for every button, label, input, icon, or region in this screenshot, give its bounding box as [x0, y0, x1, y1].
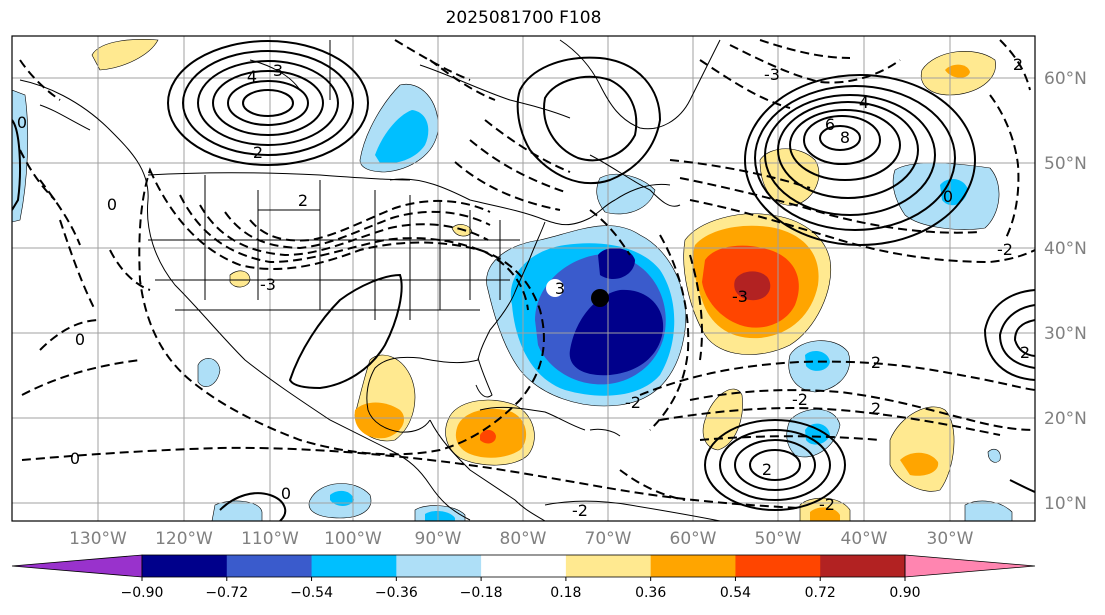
contour-label: 4	[247, 67, 257, 86]
map-frame	[11, 35, 1036, 522]
contour-label: 2	[1020, 343, 1030, 362]
contour-label: 2	[298, 191, 308, 210]
colorbar-segment	[481, 555, 567, 577]
coastlines	[19, 39, 721, 521]
anomaly-shading	[12, 39, 1013, 521]
colorbar-tick-label: −0.18	[460, 585, 503, 601]
colorbar-outline	[141, 554, 906, 578]
latitude-labels: 60°N 50°N 40°N 30°N 20°N 10°N	[1044, 69, 1087, 514]
colorbar-extend-min	[11, 554, 143, 578]
contour-label: 0	[107, 195, 117, 214]
north-america-coast	[19, 79, 471, 521]
us-east-coast	[477, 221, 546, 361]
colorbar-segment	[820, 555, 906, 577]
colorbar-extend-max	[904, 554, 1036, 578]
contour-label: 3	[273, 61, 283, 80]
gulf-coast	[366, 356, 479, 433]
colorbar-segment	[565, 555, 652, 577]
lat-label: 40°N	[1044, 239, 1087, 259]
contour-label: -3	[764, 65, 780, 84]
contour-label: 2	[871, 353, 881, 372]
contour-label: -3	[732, 287, 748, 306]
contour-labels: 4 3 2 2 0 0 0 -3 3 -3 -3 4 6 8 0 2 -2 2 …	[17, 55, 1030, 520]
south-america	[544, 500, 721, 521]
lon-label: 80°W	[500, 529, 547, 549]
lon-label: 100°W	[324, 529, 382, 549]
contour-label: 2	[762, 460, 772, 479]
lon-label: 110°W	[241, 529, 299, 549]
contour-label: 3	[555, 279, 565, 298]
colorbar-tick-label: 0.36	[635, 585, 666, 601]
contour-label: -2	[625, 393, 641, 412]
colorbar-segment	[396, 555, 482, 577]
storm-center-marker	[591, 289, 609, 307]
lon-label: 60°W	[670, 529, 717, 549]
central-america	[429, 419, 546, 521]
contour-label: 2	[253, 143, 263, 162]
contour-label: -3	[260, 275, 276, 294]
lat-label: 10°N	[1044, 494, 1087, 514]
contour-label: 2	[1013, 55, 1023, 74]
colorbar-tick-label: 0.90	[889, 585, 920, 601]
colorbar-segment	[142, 555, 228, 577]
positive-anomaly-max	[734, 271, 771, 301]
contour-label: 0	[17, 113, 27, 132]
contour-label: 0	[943, 187, 953, 206]
florida	[475, 357, 493, 398]
colorbar-tick-label: −0.90	[121, 585, 164, 601]
contour-label: -2	[997, 240, 1013, 259]
lat-label: 50°N	[1044, 154, 1087, 174]
colorbar-tick-label: −0.72	[205, 585, 248, 601]
contour-label: 6	[825, 115, 835, 134]
contour-label: 0	[281, 484, 291, 503]
lat-label: 60°N	[1044, 69, 1087, 89]
longitude-labels: 130°W 120°W 110°W 100°W 90°W 80°W 70°W 6…	[69, 529, 974, 549]
contour-label: 4	[859, 93, 869, 112]
lon-label: 120°W	[155, 529, 213, 549]
colorbar-segment	[311, 555, 397, 577]
contour-label: 0	[70, 449, 80, 468]
colorbar-tick-label: 0.54	[720, 585, 751, 601]
lon-label: 40°W	[841, 529, 888, 549]
lat-label: 30°N	[1044, 324, 1087, 344]
contour-label: 0	[75, 330, 85, 349]
contour-label: 2	[871, 399, 881, 418]
map-title: 2025081700 F108	[445, 8, 602, 28]
lon-label: 70°W	[585, 529, 632, 549]
colorbar-segment	[735, 555, 821, 577]
contour-label: -2	[792, 390, 808, 409]
contour-label: 8	[840, 128, 850, 147]
colorbar-segment	[650, 555, 736, 577]
graticule	[12, 36, 1035, 521]
lon-label: 50°W	[755, 529, 802, 549]
lon-label: 130°W	[69, 529, 127, 549]
contour-label: -2	[572, 501, 588, 520]
lon-label: 90°W	[415, 529, 462, 549]
contour-label: -2	[819, 495, 835, 514]
colorbar-tick-label: 0.18	[550, 585, 581, 601]
hispaniola	[589, 428, 621, 437]
colorbar-tick-label: 0.72	[805, 585, 836, 601]
dashed-contours	[19, 39, 1035, 509]
lat-label: 20°N	[1044, 409, 1087, 429]
cuba	[479, 406, 586, 431]
colorbar-segment	[226, 555, 313, 577]
height-contours	[12, 40, 1035, 521]
colorbar-tick-label: −0.36	[375, 585, 418, 601]
colorbar-tick-label: −0.54	[290, 585, 333, 601]
lon-label: 30°W	[927, 529, 974, 549]
colorbar: −0.90 −0.72 −0.54 −0.36 −0.18 0.18 0.36 0.54 0.7…	[11, 554, 1036, 601]
